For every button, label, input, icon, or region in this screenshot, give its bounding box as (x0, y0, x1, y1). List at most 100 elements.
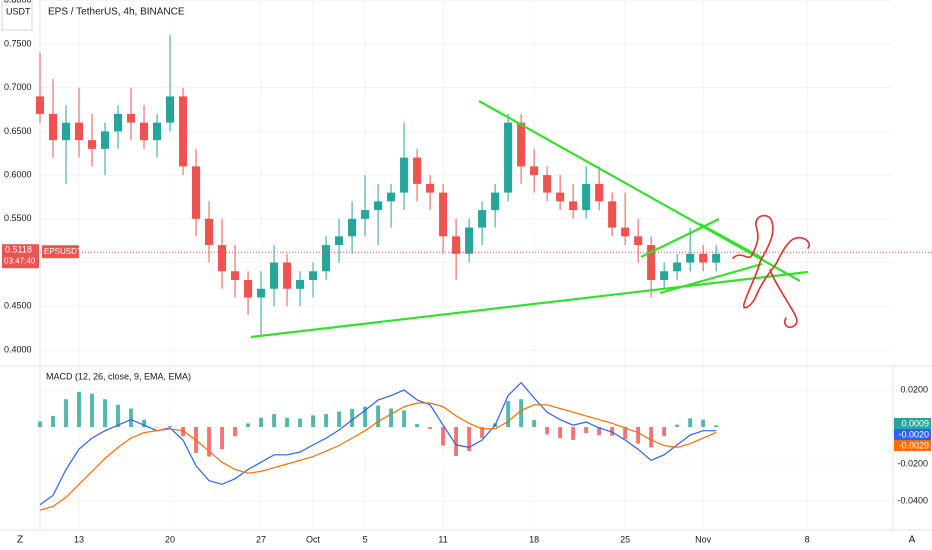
candle-body (100, 131, 110, 149)
histogram-bar (662, 427, 667, 437)
candle-body (139, 122, 149, 141)
histogram-bar (441, 427, 446, 446)
candle-body (126, 113, 136, 123)
histogram-bar (90, 393, 94, 428)
candle-body (452, 236, 461, 254)
candle-body (699, 253, 708, 263)
candle-body (61, 122, 71, 141)
candle-body (335, 236, 344, 246)
y-tick-label: 0.8000 (4, 0, 32, 5)
last-price-tag (2, 244, 39, 269)
histogram-bar (220, 427, 224, 450)
scribble (775, 236, 811, 265)
y-tick-label: 0.7500 (4, 38, 32, 48)
histogram-bar (402, 410, 407, 428)
macd-line (39, 381, 717, 506)
histogram-bar (259, 417, 264, 428)
candle-body (165, 96, 175, 123)
candle-body (283, 262, 292, 289)
histogram-bar (610, 427, 615, 436)
histogram-value-label: 0.0009 (901, 418, 929, 428)
candle-body (413, 157, 422, 184)
histogram-bar (77, 391, 81, 428)
candle-body (556, 192, 565, 202)
candle-body (517, 122, 526, 167)
y2-tick-label: 0.0200 (900, 384, 928, 394)
histogram-bar (155, 427, 159, 428)
candle-body (35, 96, 45, 114)
histogram-bar (649, 427, 654, 448)
histogram-bar (129, 408, 133, 428)
auto-scale-button[interactable]: A (909, 535, 916, 546)
y2-tick-label: -0.0400 (897, 495, 928, 505)
trendline (250, 270, 809, 339)
candle-body (48, 113, 58, 141)
x-tick-label: 25 (620, 534, 630, 544)
x-tick-label: Oct (306, 534, 321, 544)
histogram-value-tag (894, 418, 931, 429)
histogram-bar (675, 424, 680, 428)
symbol-tag-label: EPSUSDT (44, 247, 82, 256)
candle-body (634, 236, 643, 246)
histogram-bar (532, 420, 537, 428)
candle-body (712, 253, 721, 263)
currency-box (1, 1, 33, 31)
signal-value-tag (894, 440, 931, 451)
x-tick-label: 5 (363, 534, 368, 544)
y2-tick-label: -0.0200 (897, 458, 928, 468)
histogram-bar (64, 399, 68, 428)
histogram-bar (298, 418, 303, 428)
histogram-bar (285, 417, 290, 428)
histogram-bar (207, 427, 211, 457)
histogram-bar (454, 427, 459, 457)
y-tick-label: 0.4000 (4, 344, 32, 354)
scribble (732, 214, 774, 263)
candle-body (113, 113, 123, 132)
candle-body (244, 280, 253, 298)
candle-body (465, 227, 474, 254)
candle-body (621, 227, 630, 237)
histogram-bar (311, 415, 316, 428)
histogram-bar (545, 427, 550, 435)
candle-body (660, 271, 669, 281)
scribble (769, 269, 798, 329)
marks-layer (35, 35, 932, 511)
scribble (742, 261, 777, 309)
histogram-bar (246, 423, 250, 428)
histogram-bar (480, 427, 485, 439)
candle-body (322, 245, 331, 272)
histogram-bar (272, 414, 277, 428)
candle-body (686, 253, 695, 263)
countdown: 03:47:40 (4, 256, 36, 265)
histogram-bar (415, 424, 420, 428)
histogram-bar (363, 406, 368, 428)
histogram-bar (519, 399, 524, 428)
y-tick-label: 0.5500 (4, 213, 32, 223)
histogram-bar (142, 419, 146, 428)
candle-body (270, 262, 279, 289)
candle-body (205, 218, 214, 246)
histogram-bar (428, 427, 433, 429)
candle-body (218, 245, 227, 272)
histogram-bar (688, 418, 693, 428)
candle-body (87, 140, 97, 149)
trendline (659, 262, 763, 295)
candle-body (309, 271, 318, 281)
histogram-bar (636, 427, 641, 444)
x-tick-label: 11 (438, 534, 447, 544)
macd-value-tag (894, 429, 931, 440)
signal-line (39, 402, 717, 511)
histogram-bar (38, 421, 42, 428)
histogram-bar (350, 408, 355, 428)
histogram-bar (376, 405, 381, 428)
trendlines (250, 100, 809, 339)
histogram-bar (337, 411, 342, 428)
zoom-button[interactable]: Z (17, 535, 23, 546)
candle-body (491, 192, 500, 211)
x-tick-label: 13 (74, 534, 84, 544)
x-tick-label: 20 (165, 534, 175, 544)
candle-body (152, 122, 162, 141)
candle-body (179, 96, 188, 167)
candle-body (582, 183, 591, 211)
